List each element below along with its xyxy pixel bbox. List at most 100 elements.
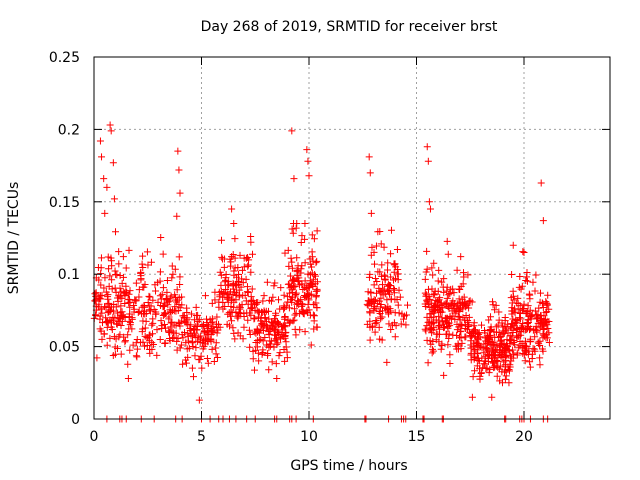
data-point	[97, 264, 105, 272]
data-point	[91, 297, 99, 305]
data-point	[427, 340, 435, 348]
data-point	[527, 312, 535, 320]
data-point	[254, 349, 262, 357]
data-point	[263, 278, 271, 286]
data-point	[208, 315, 216, 323]
data-point	[429, 347, 437, 355]
data-point	[249, 250, 257, 258]
data-point	[197, 352, 205, 360]
data-point	[385, 320, 393, 328]
data-point	[199, 345, 207, 353]
data-point	[398, 310, 406, 318]
data-point	[186, 326, 194, 334]
data-point	[240, 254, 248, 262]
data-point	[98, 309, 106, 317]
data-point	[526, 363, 534, 371]
data-point	[124, 331, 132, 339]
data-point	[126, 319, 134, 327]
data-point	[457, 334, 465, 342]
data-point	[470, 319, 478, 327]
data-point	[544, 291, 552, 299]
data-point	[250, 315, 258, 323]
data-point	[220, 263, 228, 271]
data-point	[521, 351, 529, 359]
data-point	[391, 333, 399, 341]
data-point	[368, 243, 376, 251]
data-point	[107, 254, 115, 262]
data-point	[259, 346, 267, 354]
data-point	[168, 274, 176, 282]
data-point	[447, 285, 455, 293]
data-point	[236, 251, 244, 259]
data-point	[292, 289, 300, 297]
data-point	[370, 248, 378, 256]
data-point	[477, 369, 485, 377]
data-point	[442, 318, 450, 326]
data-point	[280, 291, 288, 299]
data-point	[301, 277, 309, 285]
data-point	[427, 320, 435, 328]
data-point	[534, 338, 542, 346]
data-point	[430, 290, 438, 298]
data-point	[231, 335, 239, 343]
data-point	[272, 360, 280, 368]
data-point	[106, 334, 114, 342]
data-point	[137, 272, 145, 280]
data-point	[176, 273, 184, 281]
data-point	[202, 315, 210, 323]
data-point	[511, 341, 519, 349]
data-point	[121, 299, 129, 307]
data-point	[490, 364, 498, 372]
data-point	[115, 292, 123, 300]
data-point	[464, 322, 472, 330]
data-point	[516, 337, 524, 345]
data-point	[305, 296, 313, 304]
data-point	[367, 209, 375, 217]
data-point	[467, 356, 475, 364]
data-point	[141, 332, 149, 340]
data-point	[286, 318, 294, 326]
data-point	[174, 334, 182, 342]
data-point	[489, 301, 497, 309]
data-points	[90, 121, 553, 423]
data-point	[131, 297, 139, 305]
data-point	[188, 364, 196, 372]
data-point	[111, 350, 119, 358]
data-point	[459, 280, 467, 288]
data-point	[489, 345, 497, 353]
data-point	[377, 288, 385, 296]
data-point	[157, 317, 165, 325]
data-point	[246, 343, 254, 351]
data-point	[450, 289, 458, 297]
data-point	[301, 235, 309, 243]
data-point	[459, 305, 467, 313]
data-point	[113, 320, 121, 328]
data-point	[261, 322, 269, 330]
data-point	[529, 326, 537, 334]
data-point	[453, 331, 461, 339]
data-point	[434, 287, 442, 295]
data-point	[244, 288, 252, 296]
data-point	[234, 263, 242, 271]
data-point	[446, 312, 454, 320]
data-point	[266, 327, 274, 335]
data-point	[311, 270, 319, 278]
data-point	[510, 336, 518, 344]
data-point	[138, 328, 146, 336]
data-point	[522, 310, 530, 318]
data-point	[102, 318, 110, 326]
data-point	[438, 308, 446, 316]
data-point	[370, 305, 378, 313]
data-point	[294, 297, 302, 305]
data-point	[229, 324, 237, 332]
data-point	[201, 335, 209, 343]
data-point	[397, 320, 405, 328]
data-point	[499, 379, 506, 387]
data-point	[383, 358, 391, 366]
data-point	[279, 322, 287, 330]
data-point	[313, 287, 321, 295]
data-point	[119, 288, 127, 296]
data-point	[471, 367, 479, 375]
data-point	[249, 355, 257, 363]
